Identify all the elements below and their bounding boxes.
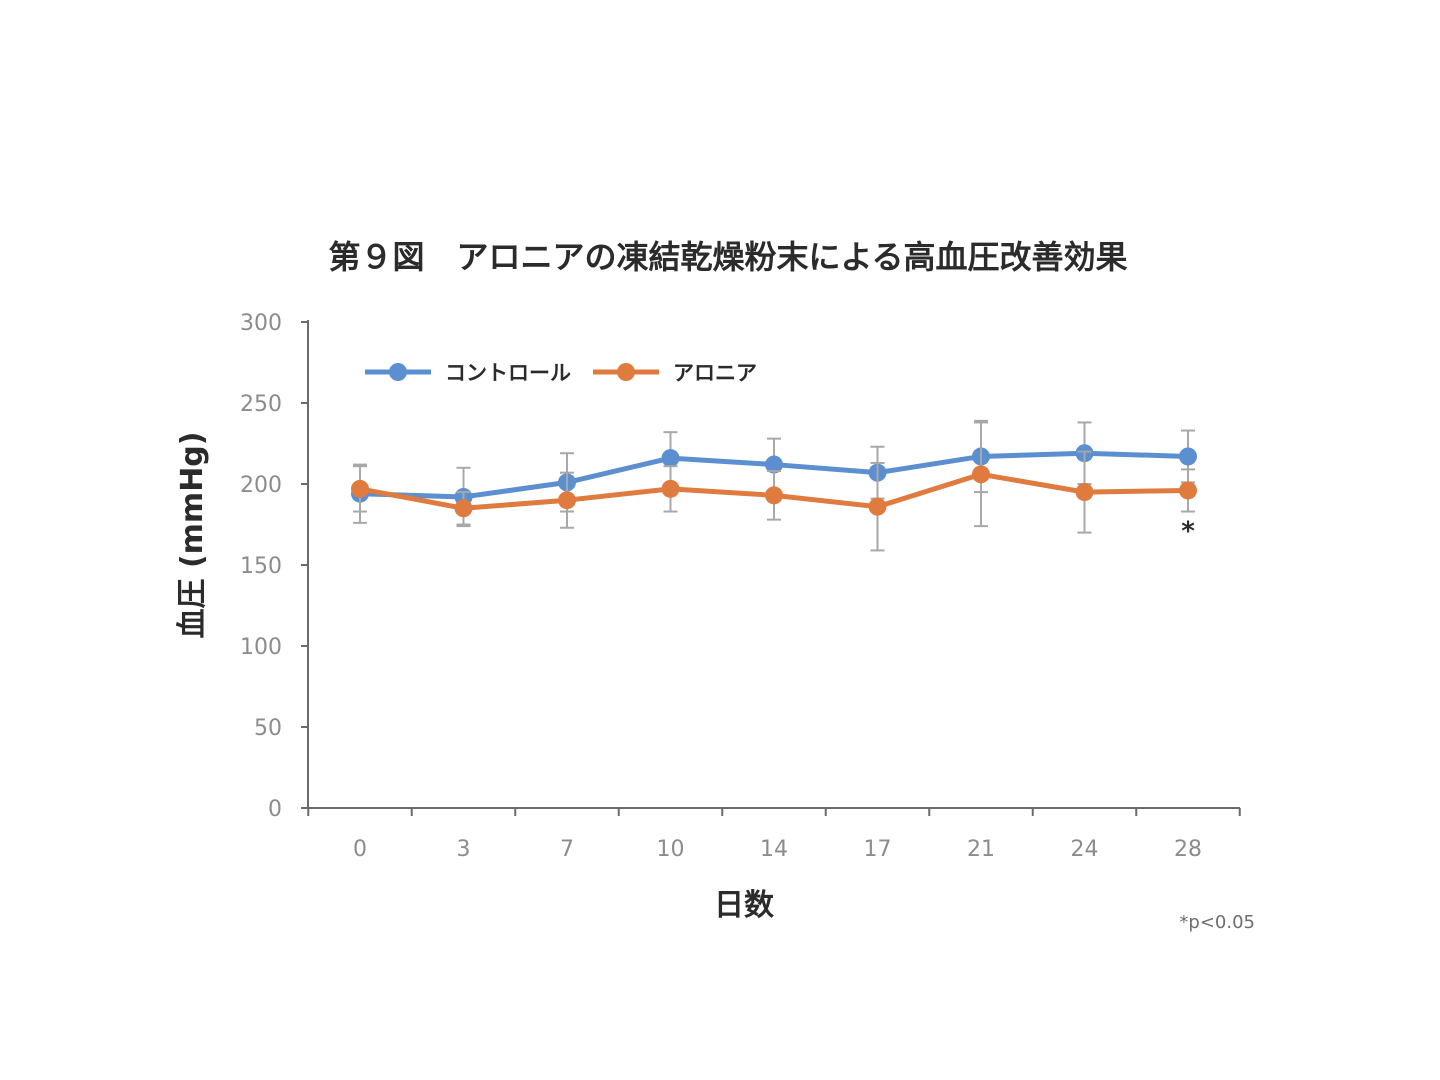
- significance-footnote: *p<0.05: [1179, 912, 1255, 933]
- data-point: [868, 497, 887, 516]
- data-point: [1179, 481, 1197, 500]
- x-axis-title: 日数: [714, 888, 775, 923]
- x-tick-label: 28: [1174, 837, 1202, 862]
- data-point: [972, 465, 990, 484]
- legend-label: コントロール: [445, 361, 571, 385]
- series-layer: *: [351, 419, 1197, 552]
- x-axis-ticks: 0 3 7 10 14 17 21 24 28: [307, 808, 1241, 862]
- data-point: [351, 479, 369, 498]
- x-tick-label: 21: [967, 837, 995, 862]
- chart-legend: コントロール アロニア: [365, 361, 757, 385]
- data-point: [1075, 483, 1094, 502]
- data-point: [558, 491, 576, 510]
- legend-item-2: アロニア: [593, 361, 757, 385]
- x-tick-label: 10: [657, 837, 685, 862]
- chart-title: 第９図 アロニアの凍結乾燥粉末による高血圧改善効果: [328, 238, 1127, 276]
- x-tick-label: 7: [560, 837, 574, 862]
- data-point: [454, 499, 473, 518]
- y-tick-label: 0: [268, 797, 282, 822]
- y-tick-label: 300: [240, 311, 282, 336]
- y-axis-ticks: 0 50 100 150 200 250 300: [240, 311, 308, 822]
- significance-marker: *: [1181, 517, 1195, 547]
- data-point: [661, 479, 680, 498]
- x-tick-label: 0: [353, 837, 367, 862]
- legend-swatch-marker: [389, 363, 407, 381]
- y-tick-label: 100: [240, 635, 282, 660]
- data-point: [765, 455, 783, 474]
- y-tick-label: 50: [254, 716, 282, 741]
- x-tick-label: 3: [457, 837, 471, 862]
- data-point: [661, 449, 680, 468]
- y-tick-label: 250: [240, 392, 282, 417]
- series-2: [351, 421, 1197, 552]
- y-axis-title: 血圧 (mmHg): [175, 432, 210, 639]
- data-point: [765, 486, 783, 505]
- y-tick-label: 150: [240, 554, 282, 579]
- legend-item-1: コントロール: [365, 361, 571, 385]
- legend-label: アロニア: [673, 361, 757, 385]
- x-tick-label: 17: [864, 837, 892, 862]
- y-tick-label: 200: [240, 473, 282, 498]
- legend-swatch-marker: [617, 363, 635, 381]
- data-point: [1179, 447, 1197, 466]
- x-tick-label: 14: [760, 837, 788, 862]
- x-tick-label: 24: [1071, 837, 1099, 862]
